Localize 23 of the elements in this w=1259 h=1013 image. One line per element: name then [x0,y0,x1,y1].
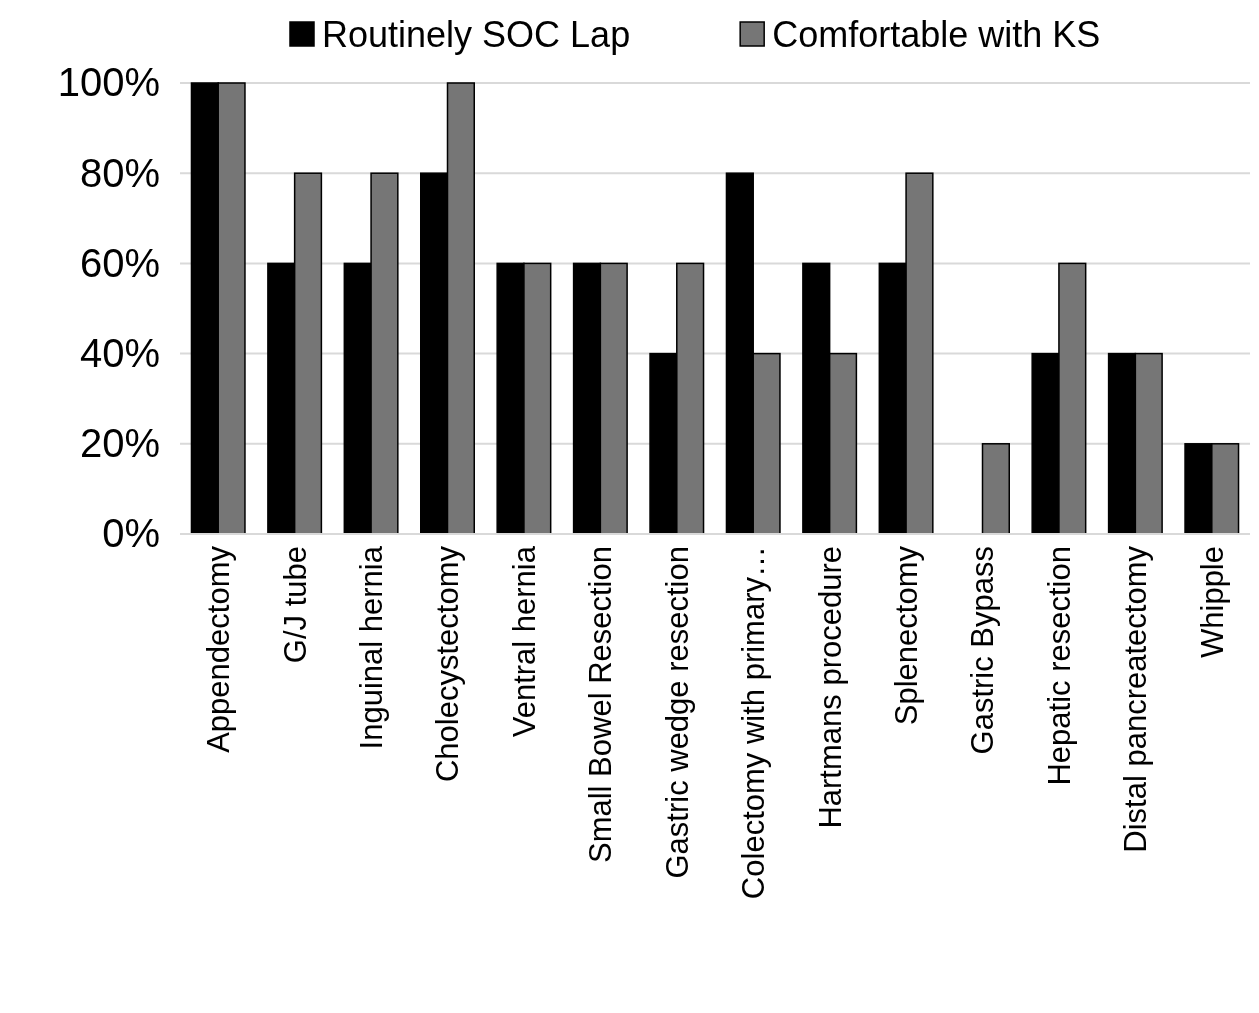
x-tick-label: Gastric Bypass [965,546,1001,755]
x-tick-label: Appendectomy [201,545,237,753]
x-tick-label: Small Bowel Resection [583,546,619,864]
x-tick-label: Hepatic resection [1041,546,1077,786]
legend-label: Routinely SOC Lap [322,13,631,55]
x-tick-label: Distal pancreatectomy [1118,545,1154,853]
x-tick-label: Inguinal hernia [353,545,389,750]
legend-label: Comfortable with KS [772,13,1101,55]
y-tick-label: 0% [102,511,160,556]
x-tick-label: Ventral hernia [506,545,542,738]
bar [981,443,1010,535]
x-tick-label: Splenectomy [888,545,924,726]
x-tick-label: Cholecystectomy [430,545,466,783]
x-tick-label: Gastric wedge resection [659,546,695,879]
y-tick-label: 40% [79,330,160,375]
y-tick-label: 100% [57,60,160,105]
x-tick-label: Whipple [1194,546,1230,658]
y-tick-label: 80% [79,150,160,195]
x-tick-label: Colectomy with primary… [736,546,772,900]
y-tick-label: 60% [79,240,160,285]
x-tick-label: Hartmans procedure [812,546,848,829]
x-tick-label: G/J tube [277,546,313,664]
y-tick-label: 20% [79,421,160,466]
